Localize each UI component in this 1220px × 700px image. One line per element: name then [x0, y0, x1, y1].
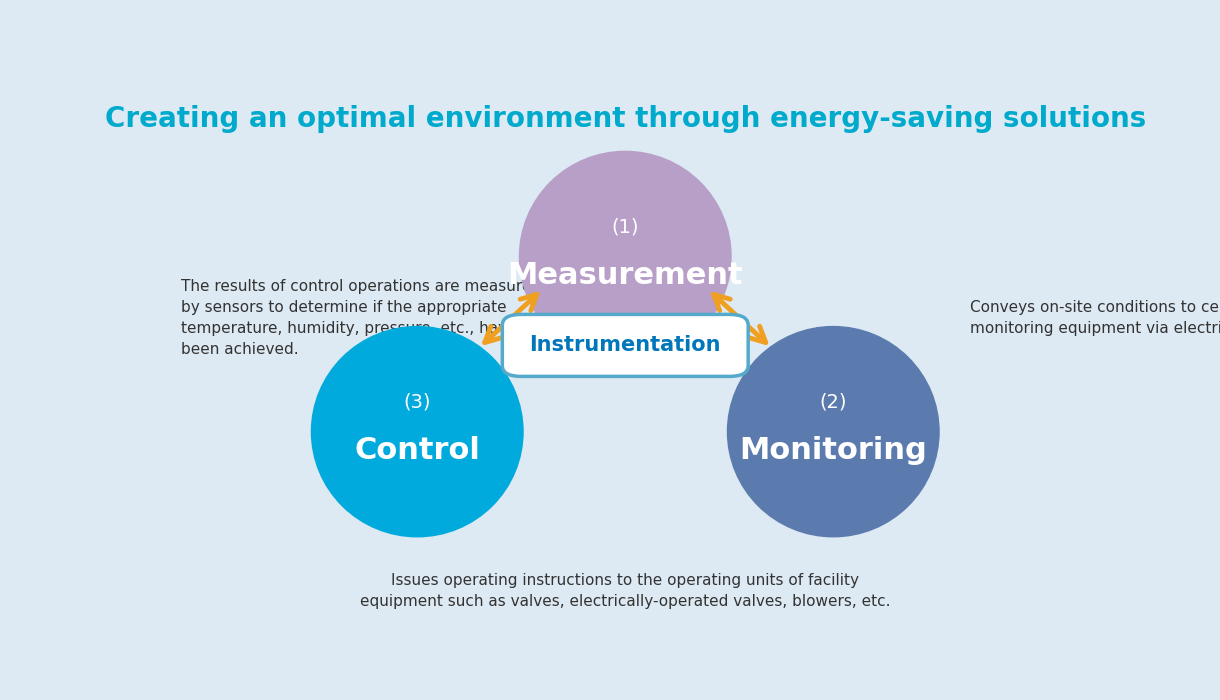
Ellipse shape [311, 326, 523, 537]
Text: Control: Control [354, 436, 481, 465]
Text: Conveys on-site conditions to central
monitoring equipment via electrical signal: Conveys on-site conditions to central mo… [970, 300, 1220, 337]
Text: (1): (1) [611, 217, 639, 237]
Text: Issues operating instructions to the operating units of facility
equipment such : Issues operating instructions to the ope… [360, 573, 891, 609]
Text: Measurement: Measurement [508, 261, 743, 290]
FancyBboxPatch shape [503, 314, 748, 377]
Ellipse shape [727, 326, 939, 537]
Text: Monitoring: Monitoring [739, 436, 927, 465]
Text: Instrumentation: Instrumentation [529, 335, 721, 356]
Ellipse shape [520, 151, 731, 362]
Text: Creating an optimal environment through energy-saving solutions: Creating an optimal environment through … [105, 105, 1146, 133]
Text: The results of control operations are measured
by sensors to determine if the ap: The results of control operations are me… [181, 279, 540, 358]
Text: (2): (2) [820, 393, 847, 412]
Text: (3): (3) [404, 393, 431, 412]
